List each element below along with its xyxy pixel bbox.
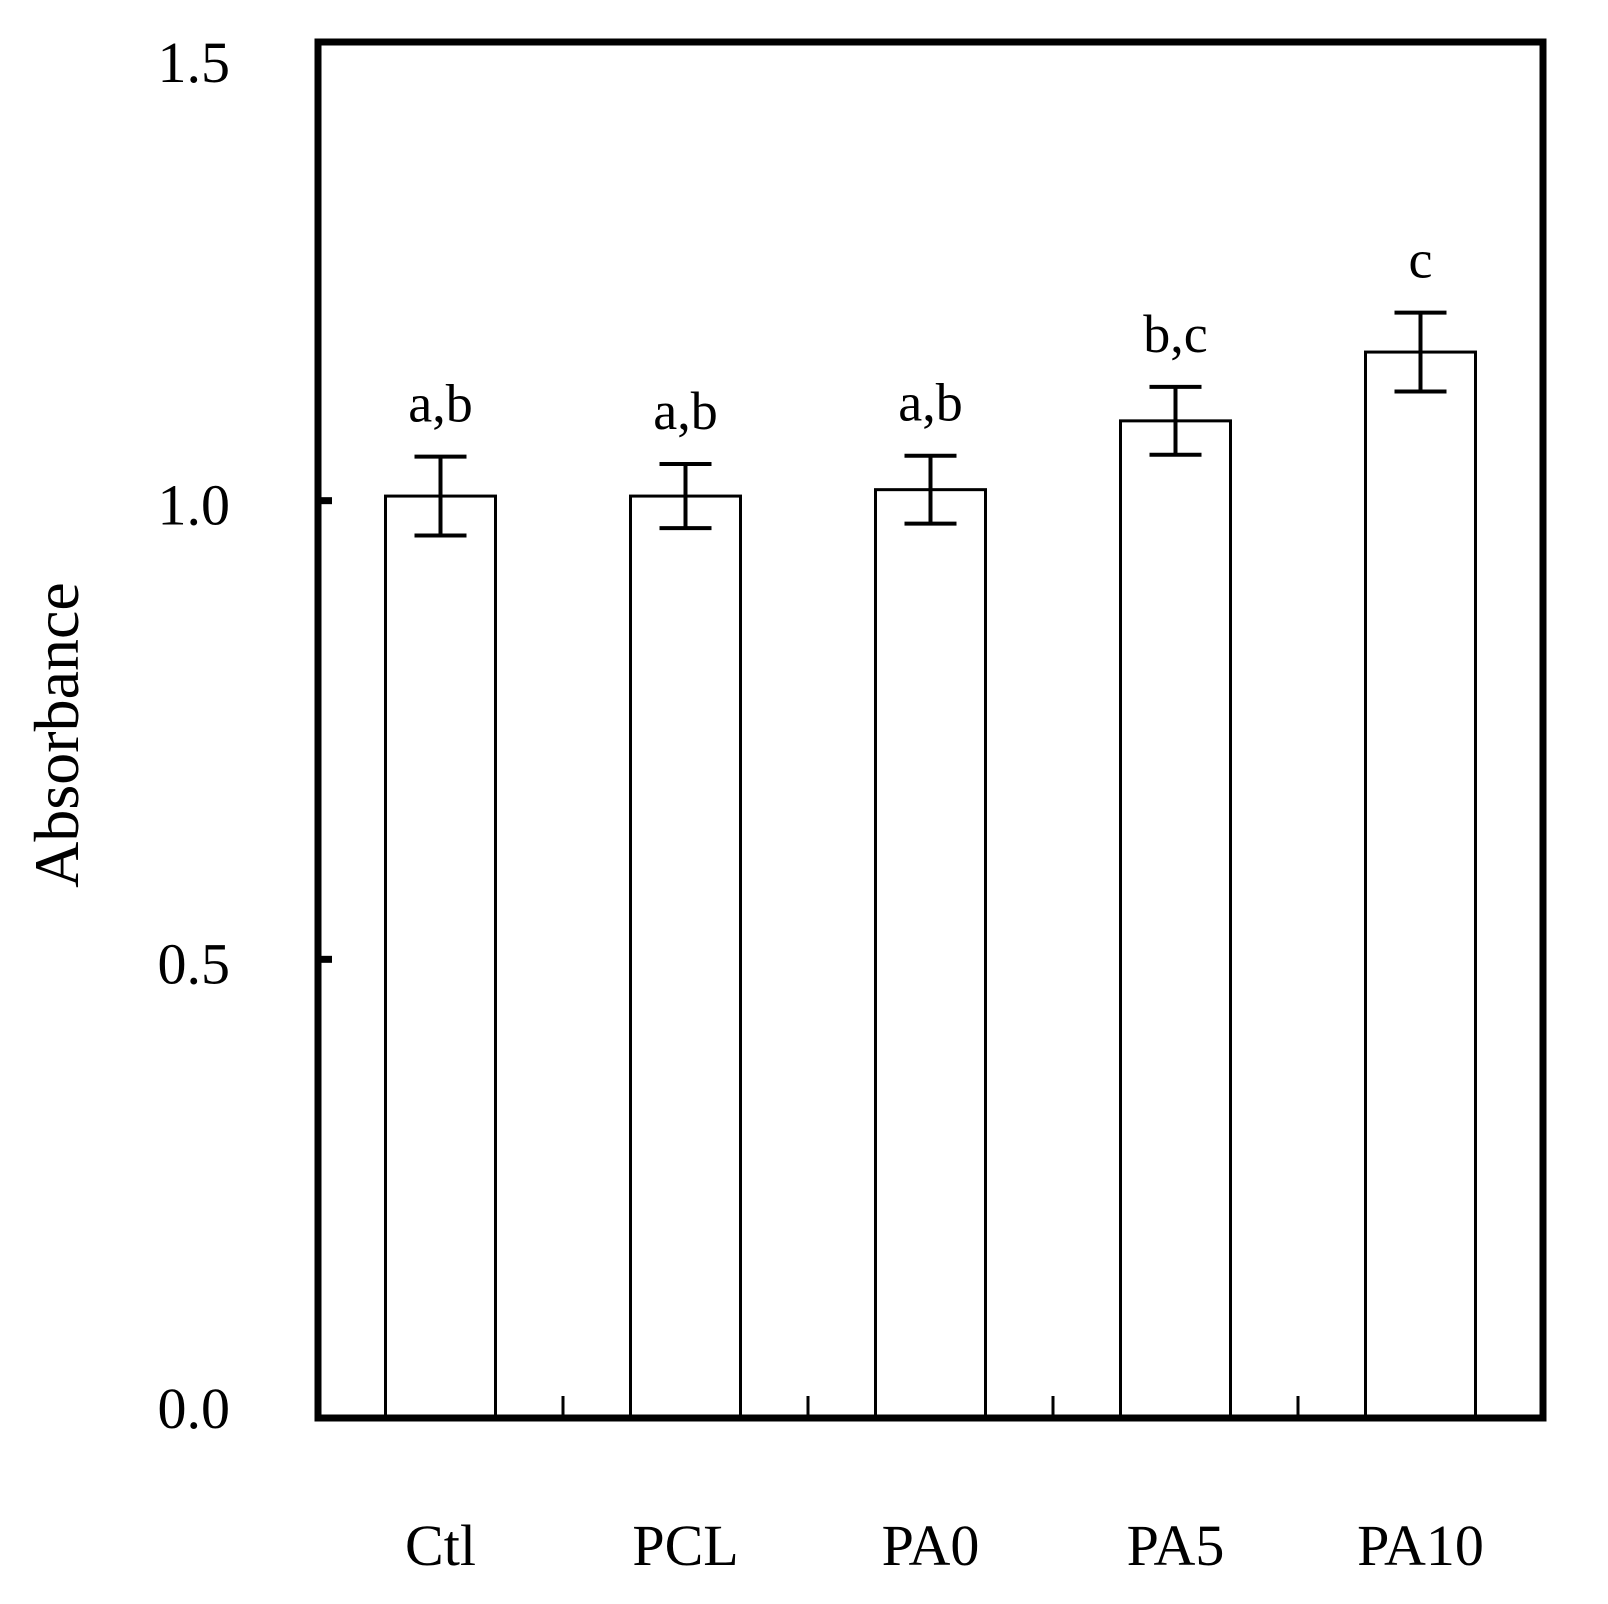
y-tick-label: 1.5 [158,30,231,95]
plot-frame [314,38,1547,1422]
x-tick-label-pa0: PA0 [882,1513,980,1578]
significance-label-pa10: c [1409,230,1433,290]
x-tick-label-pa5: PA5 [1127,1513,1225,1578]
significance-label-pcl: a,b [653,381,717,441]
bar-pa5 [1119,419,1232,1420]
x-tick-label-pcl: PCL [632,1513,738,1578]
bar-pa10 [1364,350,1477,1420]
significance-label-pa0: a,b [898,373,962,433]
y-axis-title: Absorbance [21,582,92,888]
y-tick-label: 0.0 [158,1376,231,1441]
x-tick-label-pa10: PA10 [1357,1513,1484,1578]
y-axis-ticks: 0.0 0.5 1.0 1.5 [158,30,332,1441]
y-tick-label: 1.0 [158,473,231,538]
x-axis-ticks: Ctl PCL PA0 PA5 PA10 [405,1396,1484,1578]
y-tick-label: 0.5 [158,931,231,996]
significance-label-pa5: b,c [1143,304,1207,364]
x-tick-label-ctl: Ctl [405,1513,476,1578]
bar-pa0 [874,488,987,1420]
significance-labels-layer: a,b a,b a,b b,c c [408,230,1432,441]
bar-pcl [629,494,742,1420]
significance-label-ctl: a,b [408,374,472,434]
bar-ctl [384,494,497,1420]
error-bars-layer [414,310,1447,538]
